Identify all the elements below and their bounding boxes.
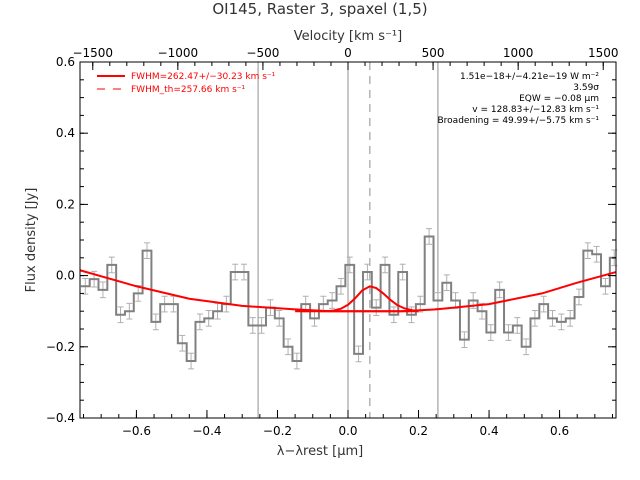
- x-tick-label: 0.6: [550, 424, 569, 438]
- x-tick-label: −0.6: [122, 424, 151, 438]
- axis-ticks: −0.6 −0.4 −0.2 0.0 0.2 0.4 0.6 −0.4 −0.2 0.0 0.2 0.…: [46, 46, 619, 438]
- top-axis-label: Velocity [km s⁻¹]: [294, 29, 402, 44]
- y-tick-label: −0.2: [46, 340, 75, 354]
- y-tick-label: 0.0: [56, 269, 75, 283]
- x-tick-label: 0.4: [480, 424, 499, 438]
- annotation-sigma: 3.59σ: [573, 83, 599, 93]
- x-tick-label: −0.2: [263, 424, 292, 438]
- chart-title: OI145, Raster 3, spaxel (1,5): [212, 0, 427, 18]
- fit-annotations: 1.51e−18+/−4.21e−19 W m⁻² 3.59σ EQW = −0…: [438, 72, 600, 126]
- legend-label-fwhm: FWHM=262.47+/−30.23 km s⁻¹: [131, 72, 276, 82]
- x-tick-label: 0.2: [409, 424, 428, 438]
- x-tick-label: −0.4: [192, 424, 221, 438]
- y-tick-label: 0.2: [56, 197, 75, 211]
- top-tick-label: 1000: [503, 46, 534, 60]
- series-group: [79, 235, 617, 363]
- y-tick-label: 0.6: [56, 55, 75, 69]
- top-tick-label: 1500: [588, 46, 619, 60]
- top-tick-label: −500: [246, 46, 279, 60]
- legend-label-fwhm-th: FWHM_th=257.66 km s⁻¹: [131, 85, 246, 95]
- top-tick-label: −1500: [72, 46, 113, 60]
- annotation-flux: 1.51e−18+/−4.21e−19 W m⁻²: [460, 72, 599, 82]
- y-tick-label: −0.4: [46, 411, 75, 425]
- x-tick-label: 0.0: [338, 424, 357, 438]
- annotation-eqw: EQW = −0.08 μm: [519, 94, 599, 104]
- annotation-broadening: Broadening = 49.99+/−5.75 km s⁻¹: [438, 116, 600, 126]
- x-axis-label: λ−λrest [μm]: [277, 444, 363, 459]
- annotation-velocity: v = 128.83+/−12.83 km s⁻¹: [472, 105, 599, 115]
- y-tick-label: 0.4: [56, 126, 75, 140]
- reference-lines: [257, 62, 439, 418]
- spectrum-step-line: [80, 235, 616, 363]
- top-tick-label: 0: [344, 46, 352, 60]
- top-tick-label: 500: [422, 46, 445, 60]
- legend: FWHM=262.47+/−30.23 km s⁻¹ FWHM_th=257.6…: [97, 72, 276, 95]
- top-tick-label: −1000: [158, 46, 199, 60]
- y-axis-label: Flux density [Jy]: [24, 188, 39, 293]
- gaussian-fit-line: [326, 285, 419, 313]
